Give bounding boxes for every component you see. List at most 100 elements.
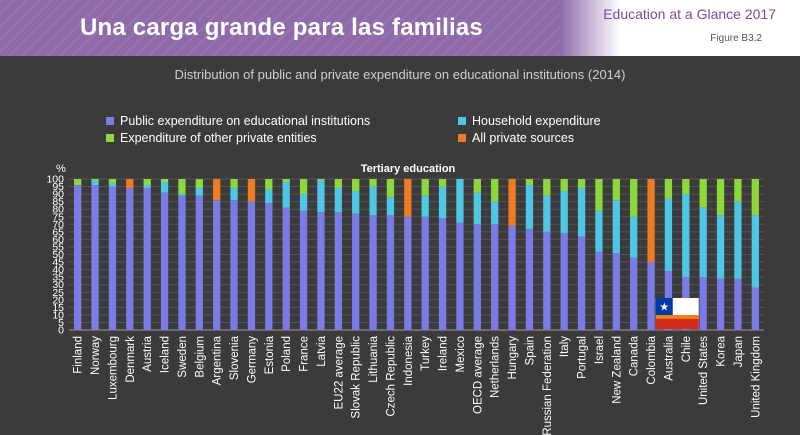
bar-other-16 [352, 179, 360, 192]
bar-other-20 [421, 179, 429, 196]
bar-other-23 [473, 179, 481, 193]
y-axis-ticks: 0510152025303540455055606570758085909510… [46, 174, 64, 337]
x-tick-label: Indonesia [403, 335, 415, 385]
y-tick-label: 55 [52, 241, 64, 253]
bar-all_private-19 [404, 179, 412, 217]
bar-other-13 [299, 179, 308, 195]
bar-household-38 [734, 201, 742, 279]
bar-household-16 [352, 191, 360, 214]
bar-public-5 [160, 192, 169, 330]
legend-swatch-all-private [458, 134, 466, 142]
x-tick-label: France [299, 336, 311, 372]
x-tick-label: United States [698, 336, 710, 405]
bar-household-31 [612, 200, 620, 253]
bar-household-29 [577, 188, 586, 237]
x-tick-label: Argentina [212, 335, 224, 385]
x-tick-label: Belgium [194, 336, 206, 378]
x-tick-label: Australia [663, 335, 675, 380]
x-tick-label: Russian Federation [542, 336, 554, 435]
bar-public-27 [543, 231, 551, 330]
y-tick-label: 25 [52, 287, 64, 299]
figure-reference: Figure B3.2 [710, 33, 762, 44]
bar-other-2 [108, 179, 117, 184]
x-axis-labels: Finland Norway Luxembourg Denmark Austria Ice… [73, 335, 763, 435]
bar-public-38 [734, 278, 742, 330]
bar-other-30 [595, 179, 603, 211]
bar-public-3 [126, 188, 134, 330]
y-tick-label: 40 [52, 264, 64, 276]
bar-household-17 [369, 186, 377, 216]
x-tick-label: United Kingdom [750, 336, 762, 418]
bar-public-29 [577, 236, 586, 330]
bar-household-27 [543, 195, 551, 232]
x-tick-label: Korea [716, 335, 728, 366]
bar-other-39 [751, 179, 759, 216]
bar-household-20 [421, 195, 429, 217]
bar-other-5 [160, 179, 169, 183]
bar-other-0 [74, 179, 82, 186]
bar-public-36 [699, 277, 707, 330]
bar-household-2 [108, 183, 117, 187]
bar-public-39 [751, 287, 759, 330]
bars-group [74, 179, 759, 330]
bar-household-39 [751, 215, 759, 288]
bar-household-14 [317, 180, 325, 213]
bar-other-24 [491, 179, 499, 202]
bar-public-28 [560, 233, 568, 330]
x-tick-label: Austria [142, 335, 154, 371]
bar-public-31 [612, 252, 620, 330]
y-tick-label: 35 [52, 272, 64, 284]
bar-other-37 [716, 179, 725, 216]
x-tick-label: OECD average [472, 336, 484, 414]
x-tick-label: Poland [281, 336, 293, 372]
x-tick-label: Italy [559, 336, 571, 357]
y-axis-unit: % [56, 163, 66, 175]
bar-other-15 [334, 179, 342, 189]
bar-public-8 [213, 200, 221, 330]
bar-other-28 [560, 179, 568, 192]
bar-public-13 [299, 210, 308, 330]
x-tick-label: Portugal [577, 336, 589, 379]
x-tick-label: Sweden [177, 336, 189, 378]
legend-item-other: Expenditure of other private entities [106, 131, 317, 145]
bar-other-31 [612, 179, 620, 201]
y-tick-label: 50 [52, 249, 64, 261]
bar-other-27 [543, 179, 551, 196]
bar-household-35 [682, 194, 690, 278]
bar-household-1 [91, 180, 99, 186]
chile-flag-star-icon: ★ [659, 301, 669, 314]
banner-fade [560, 0, 620, 56]
bar-public-1 [91, 185, 99, 330]
chile-flag-sheen [655, 315, 699, 319]
bar-household-24 [491, 201, 499, 225]
legend-swatch-other [106, 134, 114, 142]
bar-household-28 [560, 191, 568, 234]
bar-public-6 [178, 195, 186, 330]
bar-other-18 [386, 179, 395, 198]
y-tick-label: 60 [52, 234, 64, 246]
x-tick-label: Turkey [420, 336, 432, 371]
bar-public-12 [282, 207, 290, 330]
bar-public-10 [247, 201, 256, 330]
bar-household-18 [386, 197, 395, 216]
x-tick-label: Luxembourg [107, 336, 119, 400]
y-tick-label: 10 [52, 309, 64, 321]
bar-other-32 [630, 179, 638, 217]
bar-household-6 [178, 194, 186, 196]
x-tick-label: Estonia [264, 335, 276, 374]
y-tick-label: 95 [52, 181, 64, 193]
x-tick-label: Hungary [507, 336, 519, 380]
y-tick-label: 5 [58, 317, 64, 329]
bar-public-18 [386, 215, 395, 330]
bar-other-4 [143, 179, 151, 186]
bar-all_private-3 [126, 179, 134, 189]
legend-item-public: Public expenditure on educational instit… [106, 114, 370, 128]
bar-public-9 [230, 200, 238, 330]
x-tick-label: Finland [73, 336, 85, 374]
bar-public-37 [716, 278, 725, 330]
bar-public-23 [473, 224, 481, 330]
legend-label-all-private: All private sources [472, 131, 575, 145]
bar-household-7 [195, 188, 203, 196]
x-tick-label: Colombia [646, 335, 658, 384]
legend-item-all-private: All private sources [458, 131, 574, 145]
